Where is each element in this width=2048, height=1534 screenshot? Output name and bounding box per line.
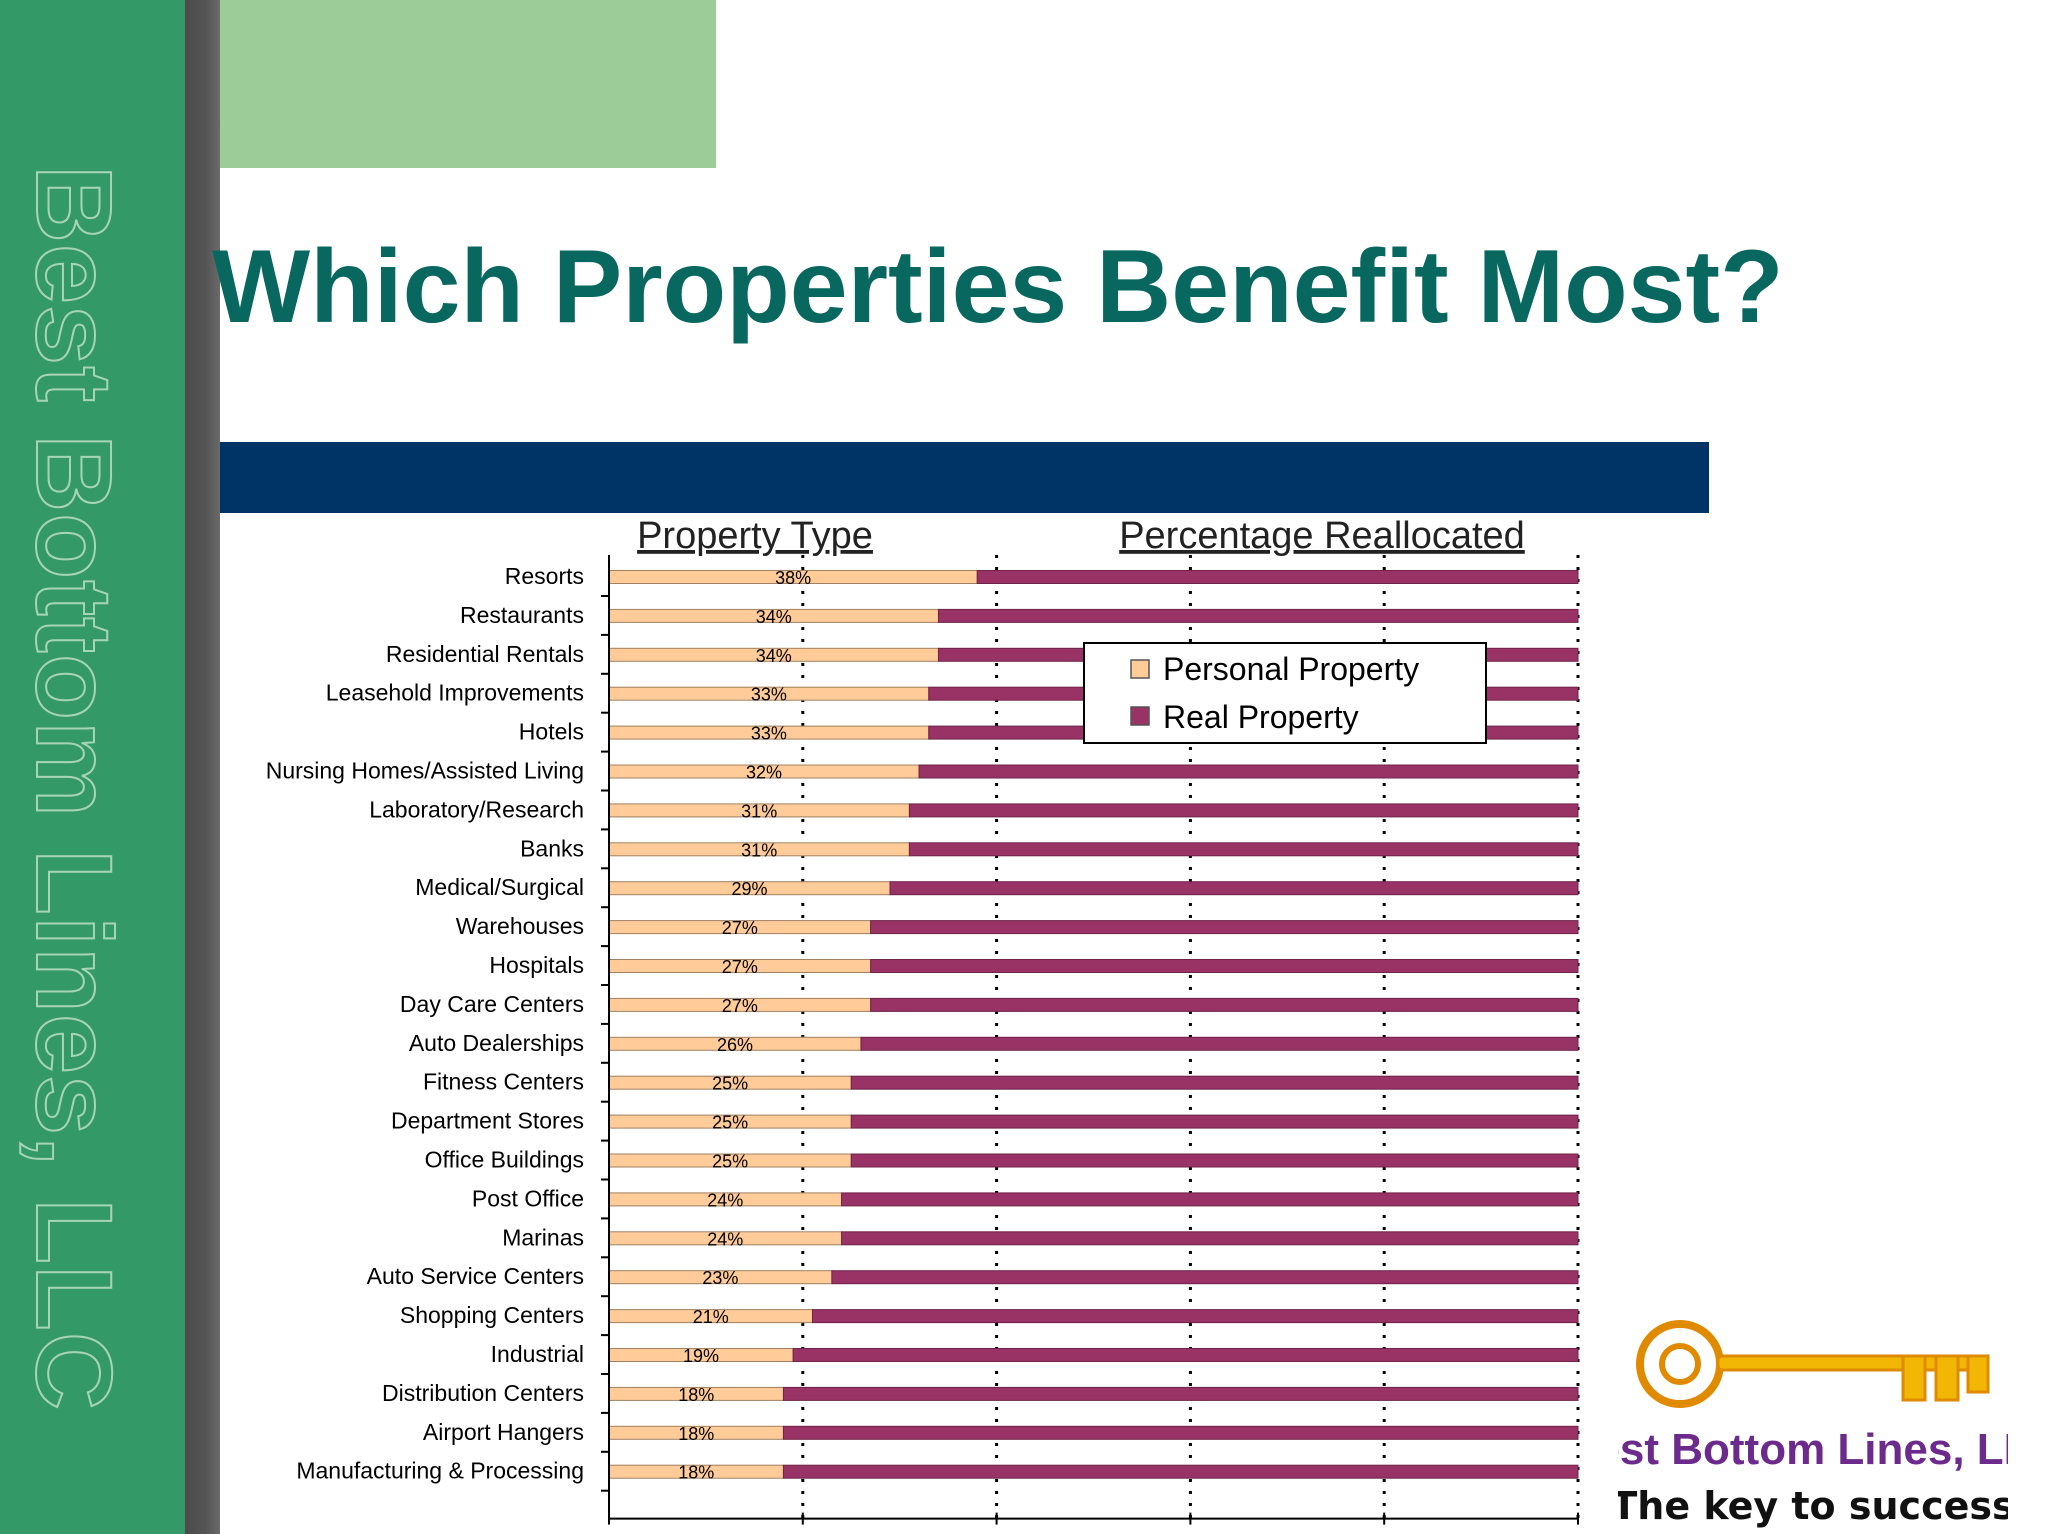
bar-real-property xyxy=(908,803,1579,818)
data-label: 34% xyxy=(756,607,792,627)
legend-swatch-real xyxy=(1130,706,1150,726)
category-label: Industrial xyxy=(491,1341,584,1367)
data-label: 27% xyxy=(722,918,758,938)
category-label: Day Care Centers xyxy=(400,991,584,1017)
category-labels: Resorts Restaurants Residential Rentals Lea… xyxy=(266,563,584,1484)
bar-real-property xyxy=(841,1231,1579,1246)
bar-real-property xyxy=(976,570,1579,584)
category-label: Auto Dealerships xyxy=(409,1030,584,1056)
category-label: Manufacturing & Processing xyxy=(296,1458,584,1484)
company-logo: Best Bottom Lines, LLC The key to succes… xyxy=(1618,1320,2008,1528)
data-label: 34% xyxy=(756,646,792,666)
logo-tagline: The key to success xyxy=(1618,1484,2008,1528)
sidebar-shadow xyxy=(185,0,220,1534)
category-label: Hotels xyxy=(519,719,584,745)
data-labels: 38% 34% 34% 33% 33% 32% 31% 31% 29% 27% 27% 27% 26% 2… xyxy=(678,568,811,1483)
data-label: 23% xyxy=(702,1268,738,1288)
bar-real-property xyxy=(937,608,1579,623)
bar-real-property xyxy=(782,1425,1579,1440)
category-label: Airport Hangers xyxy=(423,1419,584,1445)
header-percentage-reallocated: Percentage Reallocated xyxy=(1119,515,1525,557)
data-label: 18% xyxy=(678,1424,714,1444)
category-label: Hospitals xyxy=(489,952,584,978)
data-label: 31% xyxy=(741,801,777,821)
category-label: Residential Rentals xyxy=(386,641,584,667)
chart-legend: Personal Property Real Property xyxy=(1083,642,1487,744)
data-label: 24% xyxy=(707,1190,743,1210)
bar-real-property xyxy=(782,1386,1579,1401)
bar-real-property xyxy=(850,1075,1579,1090)
data-label: 25% xyxy=(712,1152,748,1172)
data-label: 19% xyxy=(683,1346,719,1366)
bar-real-property xyxy=(870,997,1579,1012)
title-underline-bar xyxy=(220,442,1709,513)
bar-real-property xyxy=(841,1192,1579,1207)
x-axis: 0% 20% 40% 60% 80% 100% xyxy=(587,555,1616,1534)
category-label: Fitness Centers xyxy=(423,1069,584,1095)
category-label: Marinas xyxy=(502,1224,584,1250)
bar-real-property xyxy=(870,959,1579,973)
data-label: 33% xyxy=(751,685,787,705)
category-label: Shopping Centers xyxy=(400,1302,584,1328)
data-label: 26% xyxy=(717,1035,753,1055)
category-label: Restaurants xyxy=(460,602,584,628)
data-label: 25% xyxy=(712,1074,748,1094)
x-tick-label: 20% xyxy=(773,1533,833,1534)
category-label: Distribution Centers xyxy=(382,1380,584,1406)
bar-real-property xyxy=(918,764,1579,779)
x-tick-label: 60% xyxy=(1160,1533,1220,1534)
category-label: Banks xyxy=(520,835,584,861)
bar-real-property xyxy=(870,920,1579,935)
bar-real-property xyxy=(811,1309,1579,1324)
category-label: Warehouses xyxy=(456,913,584,939)
data-label: 33% xyxy=(751,724,787,744)
x-tick-label: 80% xyxy=(1354,1533,1414,1534)
category-label: Office Buildings xyxy=(425,1147,584,1173)
header-property-type: Property Type xyxy=(637,515,873,557)
bar-real-property xyxy=(831,1270,1579,1285)
decorative-top-block xyxy=(220,0,716,168)
category-label: Nursing Homes/Assisted Living xyxy=(266,758,584,784)
column-headers: Property Type Percentage Reallocated xyxy=(637,515,1525,557)
x-tick-label: 0% xyxy=(587,1533,630,1534)
x-tick-label: 40% xyxy=(967,1533,1027,1534)
golden-key-icon xyxy=(1636,1320,1990,1408)
data-label: 32% xyxy=(746,763,782,783)
logo-name: Best Bottom Lines, LLC xyxy=(1618,1425,2008,1474)
data-label: 21% xyxy=(693,1307,729,1327)
bar-real-property xyxy=(908,842,1579,857)
sidebar-band xyxy=(0,0,185,1534)
bar-real-property xyxy=(889,881,1579,896)
legend-swatch-personal xyxy=(1130,659,1150,679)
bar-real-property xyxy=(782,1464,1579,1479)
category-label: Auto Service Centers xyxy=(367,1263,584,1289)
slide-title: Which Properties Benefit Most? xyxy=(212,229,1784,345)
data-label: 27% xyxy=(722,996,758,1016)
category-label: Medical/Surgical xyxy=(415,874,584,900)
data-label: 38% xyxy=(775,568,811,588)
legend-label-personal: Personal Property xyxy=(1163,651,1419,687)
category-label: Leasehold Improvements xyxy=(326,680,584,706)
data-label: 29% xyxy=(731,879,767,899)
data-label: 31% xyxy=(741,840,777,860)
data-label: 18% xyxy=(678,1385,714,1405)
legend-label-real: Real Property xyxy=(1163,699,1359,735)
category-label: Resorts xyxy=(505,563,584,589)
data-label: 18% xyxy=(678,1463,714,1483)
data-label: 27% xyxy=(722,957,758,977)
bar-real-property xyxy=(850,1153,1579,1168)
data-label: 25% xyxy=(712,1113,748,1133)
x-tick-label: 100% xyxy=(1540,1533,1617,1534)
bar-real-property xyxy=(850,1114,1579,1129)
category-label: Laboratory/Research xyxy=(369,796,584,822)
data-label: 24% xyxy=(707,1229,743,1249)
category-label: Department Stores xyxy=(391,1108,584,1134)
bar-real-property xyxy=(792,1348,1579,1362)
bar-real-property xyxy=(860,1036,1579,1051)
category-label: Post Office xyxy=(472,1185,584,1211)
